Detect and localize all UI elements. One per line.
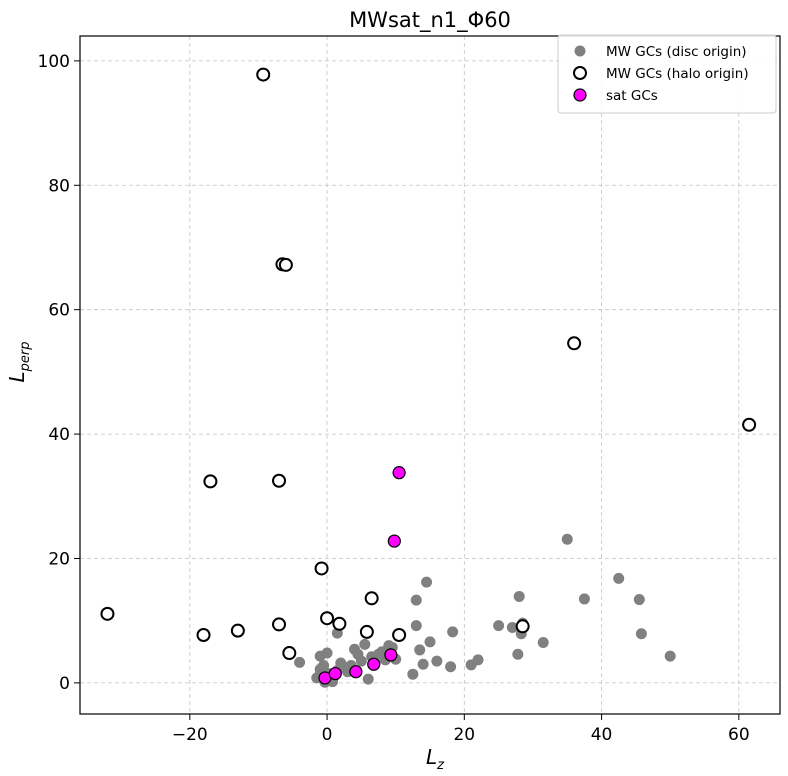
disc-gc-point (362, 673, 374, 685)
x-axis-label-sub: z (436, 758, 445, 773)
disc-gc-point (445, 661, 457, 673)
halo-gc-point (100, 606, 115, 621)
x-tick-label: 0 (322, 725, 333, 745)
plot-frame (79, 35, 781, 715)
legend-label-sat: sat GCs (606, 88, 658, 104)
halo-gc-point (282, 646, 297, 661)
y-tick-label: 60 (48, 301, 70, 321)
halo-gc-point (332, 616, 347, 631)
series-disc (294, 533, 676, 688)
disc-gc-point (407, 668, 419, 680)
legend-marker-halo (573, 66, 587, 80)
disc-gc-point (294, 656, 306, 668)
sat-gc-point (349, 665, 363, 679)
halo-gc-point (203, 474, 218, 489)
disc-gc-point (613, 572, 625, 584)
y-axis-label-main: L (5, 371, 29, 382)
x-axis-label: Lz (426, 745, 445, 773)
data-points (100, 67, 757, 688)
disc-gc-point (421, 576, 433, 588)
x-tick-label: 20 (453, 725, 475, 745)
disc-gc-point (506, 622, 518, 634)
halo-gc-point (359, 624, 374, 639)
sat-gc-point (328, 666, 342, 681)
y-tick-label: 0 (59, 674, 70, 694)
disc-gc-point (414, 644, 426, 656)
disc-gc-point (355, 655, 367, 667)
disc-gc-point (424, 636, 436, 648)
halo-gc-point (196, 628, 211, 643)
disc-gc-point (410, 620, 422, 632)
series-sat (318, 466, 406, 685)
disc-gc-point (410, 594, 422, 606)
disc-gc-point (417, 658, 429, 670)
y-axis-label: Lperp (5, 341, 33, 382)
legend-marker-disc (574, 45, 586, 57)
halo-gc-point (515, 619, 530, 634)
disc-gc-point (512, 648, 524, 660)
y-tick-label: 40 (48, 425, 70, 445)
disc-gc-point (321, 647, 333, 659)
disc-gc-point (633, 594, 645, 606)
legend-marker-sat (573, 88, 587, 102)
y-tick-label: 100 (38, 52, 70, 72)
disc-gc-point (664, 650, 676, 662)
sat-gc-point (387, 534, 401, 548)
halo-gc-point (392, 628, 407, 643)
x-tick-label: −20 (172, 725, 208, 745)
halo-gc-point (256, 67, 271, 82)
x-tick-label: 40 (591, 725, 613, 745)
legend: MW GCs (disc origin) MW GCs (halo origin… (557, 34, 777, 114)
disc-gc-point (472, 654, 484, 666)
sat-gc-point (367, 657, 381, 671)
disc-gc-point (635, 628, 647, 640)
disc-gc-point (537, 636, 549, 648)
grid-lines (80, 36, 780, 714)
legend-label-halo: MW GCs (halo origin) (606, 66, 749, 82)
y-tick-label: 80 (48, 176, 70, 196)
y-axis-label-sub: perp (18, 341, 33, 372)
halo-gc-point (278, 257, 293, 272)
sat-gc-point (392, 466, 406, 480)
disc-gc-point (578, 593, 590, 605)
x-tick-label: 60 (728, 725, 750, 745)
disc-gc-point (561, 533, 573, 545)
disc-gc-point (447, 626, 459, 638)
halo-gc-point (272, 473, 287, 488)
halo-gc-point (230, 623, 245, 638)
x-axis-label-main: L (426, 745, 437, 769)
legend-box (557, 34, 777, 114)
halo-gc-point (364, 591, 379, 606)
halo-gc-point (272, 617, 287, 632)
chart-title: MWsat_n1_Φ60 (349, 8, 511, 33)
halo-gc-point (567, 336, 582, 351)
halo-gc-point (742, 417, 757, 432)
disc-gc-point (431, 655, 443, 667)
series-halo (100, 67, 757, 661)
disc-gc-point (359, 638, 371, 650)
disc-gc-point (493, 620, 505, 632)
y-tick-label: 20 (48, 549, 70, 569)
legend-label-disc: MW GCs (disc origin) (606, 44, 747, 60)
halo-gc-point (314, 561, 329, 576)
halo-gc-point (320, 611, 335, 626)
sat-gc-point (384, 648, 398, 662)
axis-ticks: −20 0 20 40 60 0 20 40 60 80 100 (38, 52, 750, 745)
disc-gc-point (513, 590, 525, 602)
